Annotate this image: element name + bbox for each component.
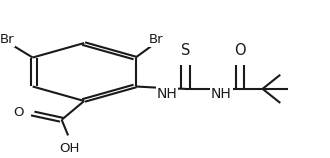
Text: S: S [181, 43, 190, 58]
Text: Br: Br [0, 33, 14, 46]
Text: O: O [14, 106, 24, 119]
Text: OH: OH [59, 142, 80, 155]
Text: NH: NH [156, 87, 177, 100]
Text: Br: Br [149, 33, 164, 46]
Text: NH: NH [211, 87, 232, 101]
Text: O: O [234, 43, 246, 58]
